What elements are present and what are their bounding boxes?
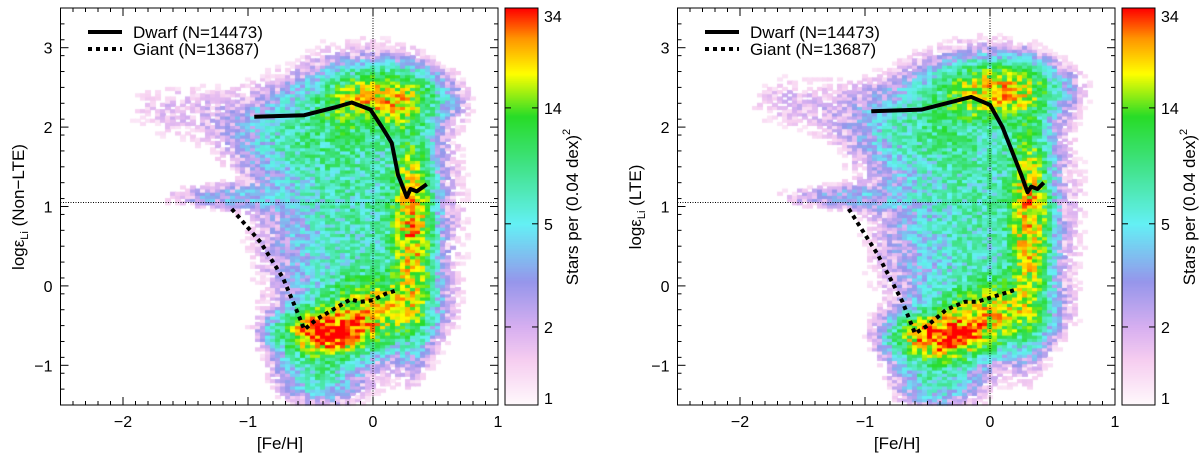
colorbar-label-main: Stars per (0.04 dex) (563, 135, 582, 285)
x-tick-label: 1 (1111, 414, 1120, 431)
colorbar-label-sup: 2 (1178, 129, 1190, 135)
colorbar-tick-label: 5 (1161, 217, 1170, 234)
y-axis-label-main: logε (626, 219, 645, 250)
y-tick-label: 3 (661, 41, 670, 58)
colorbar-tick-label: 2 (1161, 320, 1170, 337)
legend-dwarf-label: Dwarf (N=14473) (133, 23, 263, 42)
density-heatmap (0, 0, 600, 457)
y-axis-label-subscript: Li (636, 211, 648, 220)
colorbar-frame (504, 7, 539, 406)
colorbar-tick-label: 34 (544, 9, 562, 26)
colorbar-tick-label: 1 (1161, 391, 1170, 408)
plot-frame (677, 7, 1116, 406)
x-axis-label: [Fe/H] (257, 434, 303, 453)
colorbar-label: Stars per (0.04 dex)2 (561, 129, 582, 285)
x-tick-label: −1 (239, 414, 257, 431)
x-tick-label: 1 (494, 414, 503, 431)
colorbar-frame (1121, 7, 1156, 406)
y-tick-label: 3 (44, 41, 53, 58)
dwarf-trend-line (254, 100, 428, 199)
y-tick-label: 0 (44, 279, 53, 296)
colorbar-tick-label: 2 (544, 320, 553, 337)
x-tick-label: 0 (369, 414, 378, 431)
chart-overlay: −2 −1 0 1 −1 0 1 2 3 1 2 5 14 34 [Fe/H] logεLi (Non−LTE… (9, 7, 582, 453)
legend-dwarf-label: Dwarf (N=14473) (750, 23, 880, 42)
y-tick-label: 1 (44, 200, 53, 217)
y-axis-label-main: logε (9, 239, 28, 270)
colorbar-label-main: Stars per (0.04 dex) (1180, 135, 1199, 285)
colorbar-tick-label: 1 (544, 391, 553, 408)
y-tick-label: −1 (34, 358, 52, 375)
x-tick-label: −2 (114, 414, 132, 431)
y-tick-label: 1 (661, 200, 670, 217)
density-heatmap (617, 0, 1200, 457)
legend-giant-label: Giant (N=13687) (750, 40, 876, 59)
y-tick-label: 2 (44, 120, 53, 137)
y-axis-label: logεLi (LTE) (626, 165, 648, 250)
x-tick-label: −1 (856, 414, 874, 431)
giant-trend-line (847, 207, 1016, 336)
colorbar-label: Stars per (0.04 dex)2 (1178, 129, 1199, 285)
panel-non-lte: −2 −1 0 1 −1 0 1 2 3 1 2 5 14 34 [Fe/H] logεLi (Non−LTE… (0, 0, 600, 457)
giant-trend-line (230, 207, 399, 332)
y-axis-label-suffix: (Non−LTE) (9, 144, 28, 231)
colorbar-tick-label: 14 (544, 101, 562, 118)
y-tick-label: 2 (661, 120, 670, 137)
dwarf-trend-line (871, 94, 1046, 195)
y-axis-label: logεLi (Non−LTE) (9, 144, 31, 270)
y-tick-label: −1 (651, 358, 669, 375)
legend-giant-label: Giant (N=13687) (133, 40, 259, 59)
colorbar-tick-label: 14 (1161, 101, 1179, 118)
colorbar-tick-label: 34 (1161, 9, 1179, 26)
x-axis-label: [Fe/H] (874, 434, 920, 453)
colorbar-tick-label: 5 (544, 217, 553, 234)
y-tick-label: 0 (661, 279, 670, 296)
panel-lte: −2 −1 0 1 −1 0 1 2 3 1 2 5 14 34 [Fe/H] logεLi (LTE) Sta… (617, 0, 1200, 457)
x-tick-label: −2 (731, 414, 749, 431)
x-tick-label: 0 (986, 414, 995, 431)
plot-frame (60, 7, 499, 406)
colorbar-label-sup: 2 (561, 129, 573, 135)
y-axis-label-suffix: (LTE) (626, 165, 645, 211)
y-axis-label-subscript: Li (19, 231, 31, 240)
chart-overlay: −2 −1 0 1 −1 0 1 2 3 1 2 5 14 34 [Fe/H] logεLi (LTE) Sta… (626, 7, 1199, 453)
